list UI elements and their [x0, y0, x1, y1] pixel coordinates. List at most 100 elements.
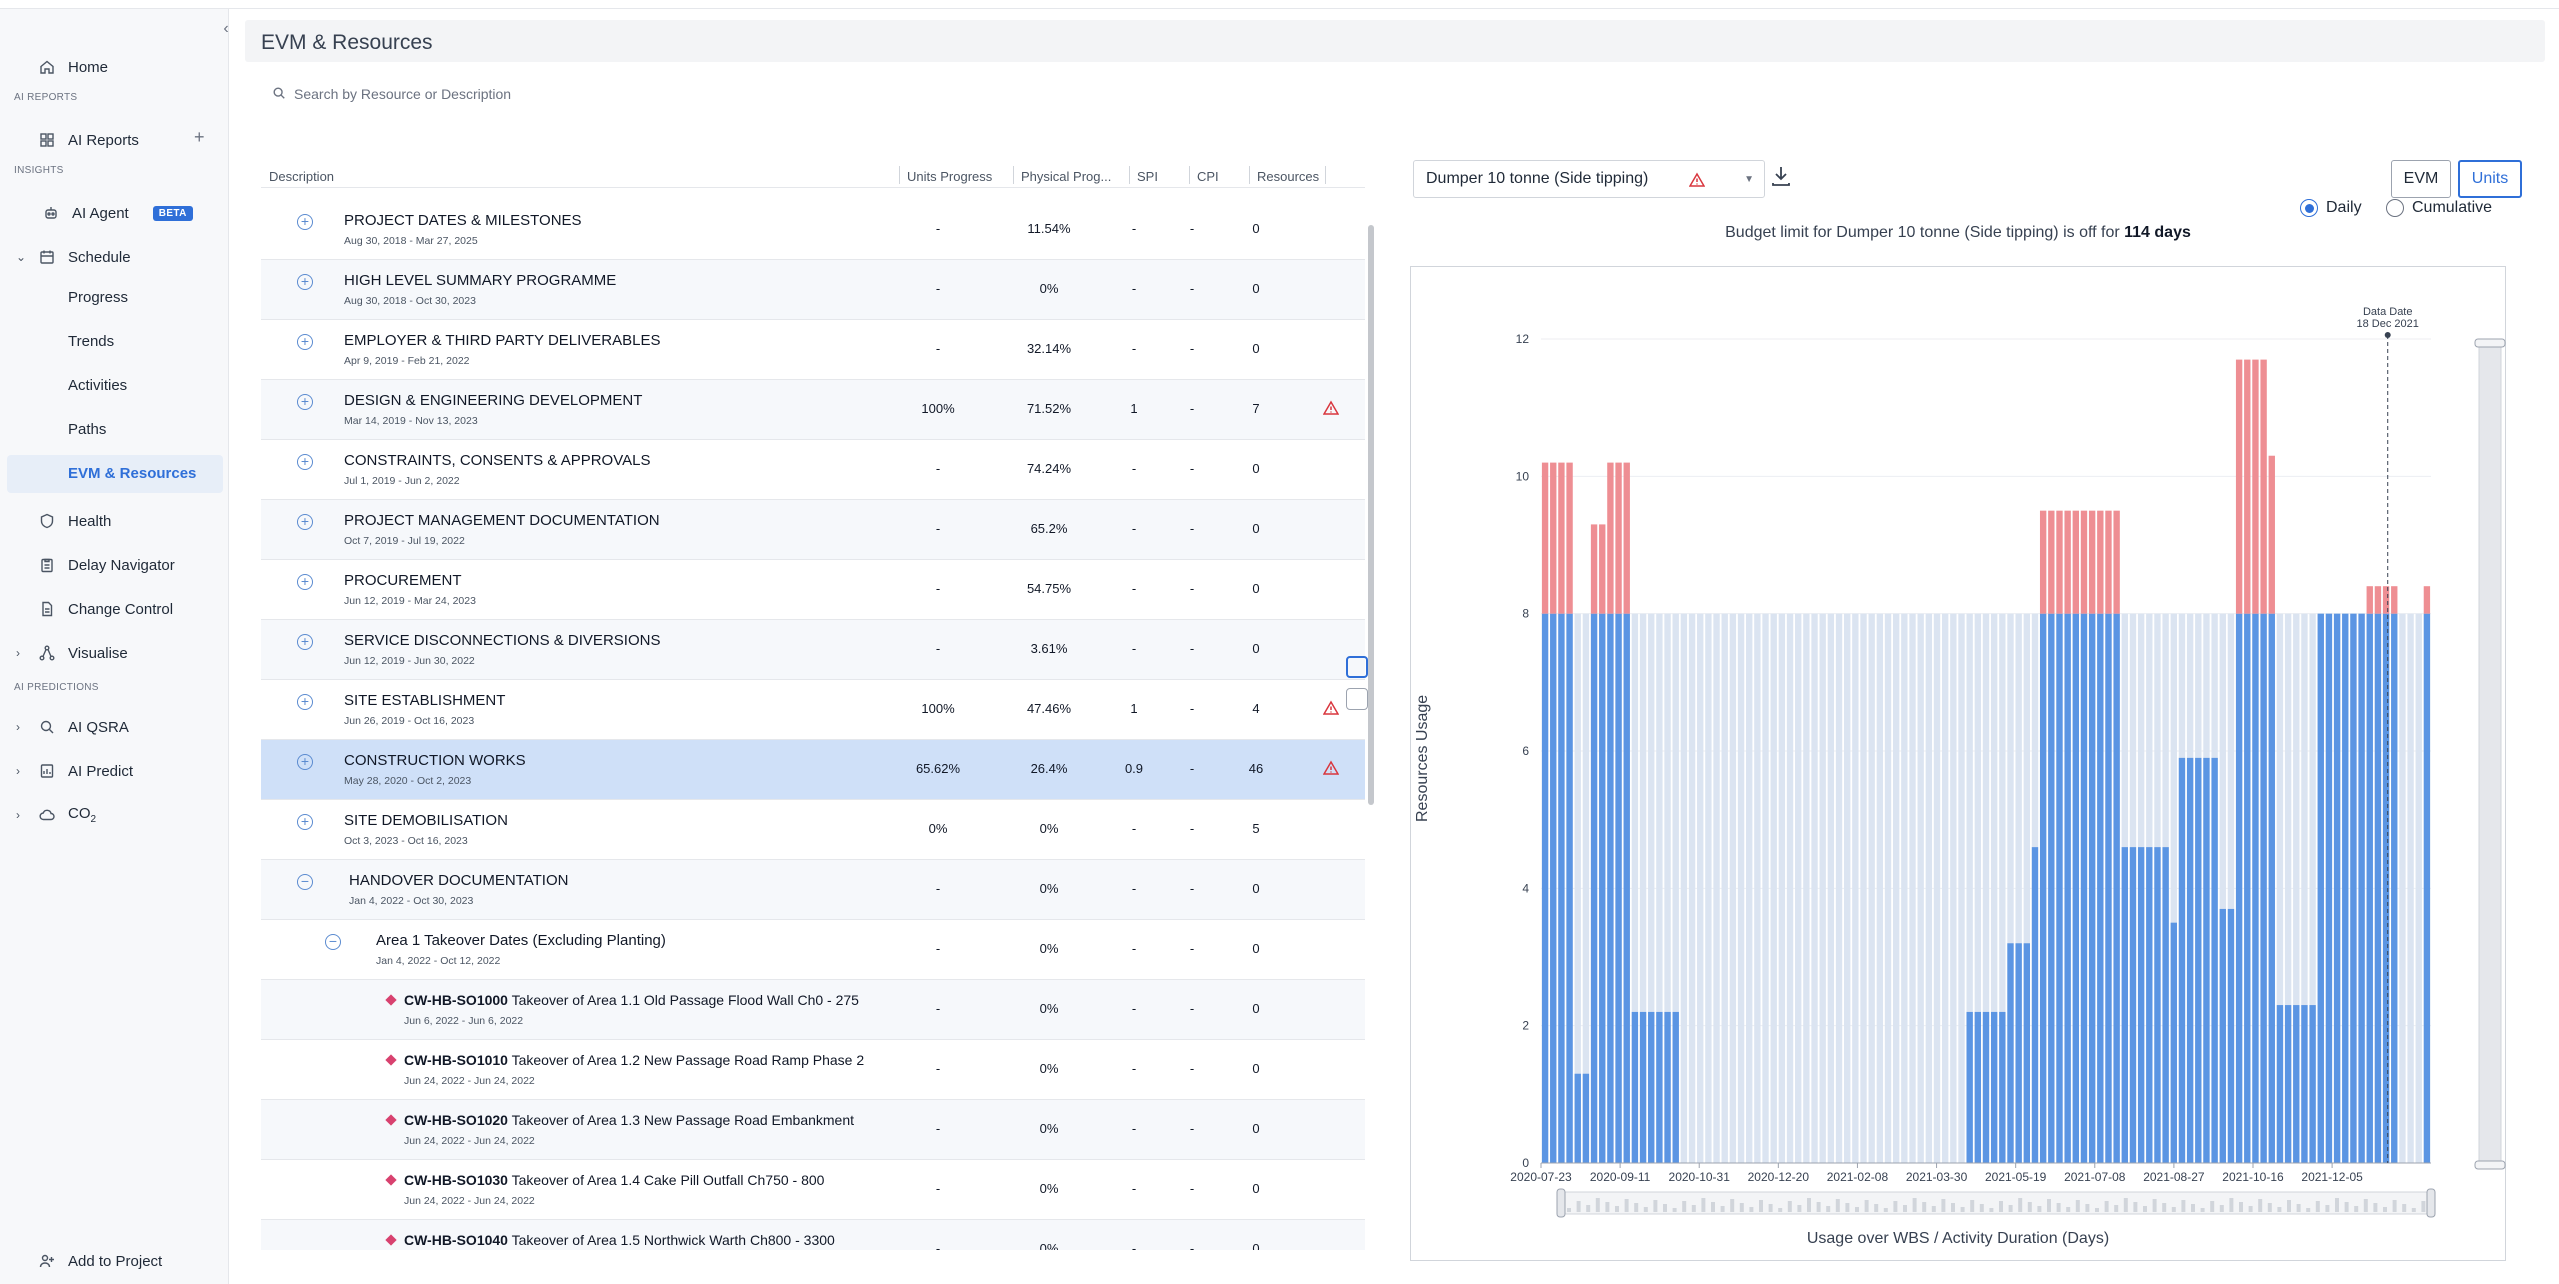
radio-cumulative[interactable]: Cumulative	[2386, 199, 2492, 217]
radio-dot	[2386, 199, 2404, 217]
row-dates: Jan 4, 2022 - Oct 12, 2022	[376, 955, 501, 967]
table-scrollbar[interactable]	[1368, 225, 1374, 805]
collapse-sidebar-icon[interactable]: ‹	[223, 20, 229, 37]
sidebar-item-progress[interactable]: Progress	[68, 289, 129, 306]
warning-icon[interactable]	[1322, 760, 1340, 776]
expand-icon[interactable]: +	[297, 334, 313, 350]
table-row[interactable]: CW-HB-SO1030 Takeover of Area 1.4 Cake P…	[261, 1160, 1365, 1220]
col-separator[interactable]	[1325, 166, 1326, 184]
table-row[interactable]: CW-HB-SO1000 Takeover of Area 1.1 Old Pa…	[261, 980, 1365, 1040]
table-row[interactable]: CW-HB-SO1040 Takeover of Area 1.5 Northw…	[261, 1220, 1365, 1250]
warning-icon[interactable]	[1322, 400, 1340, 416]
table-row[interactable]: + PROJECT DATES & MILESTONES Aug 30, 2018 …	[261, 200, 1365, 260]
expand-icon[interactable]: +	[297, 454, 313, 470]
col-spi[interactable]: SPI	[1137, 169, 1158, 184]
physical-progress-cell: 3.61%	[1030, 641, 1068, 656]
table-row[interactable]: + SITE DEMOBILISATION Oct 3, 2023 - Oct 16…	[261, 800, 1365, 860]
table-row[interactable]: + PROJECT MANAGEMENT DOCUMENTATION Oct 7, …	[261, 500, 1365, 560]
col-resources[interactable]: Resources	[1257, 169, 1320, 184]
col-units-progress[interactable]: Units Progress	[907, 169, 993, 184]
col-separator[interactable]	[899, 166, 900, 184]
expand-icon[interactable]: +	[297, 634, 313, 650]
cpi-cell: -	[1189, 941, 1195, 956]
range-slider-spark	[1797, 1205, 1802, 1212]
sidebar-item-paths[interactable]: Paths	[68, 421, 107, 438]
sidebar-item-ai-agent[interactable]: AI Agent BETA	[0, 195, 224, 231]
spi-cell: -	[1131, 1241, 1137, 1250]
sidebar-item-change-control[interactable]: Change Control	[0, 591, 224, 627]
table-row[interactable]: + SITE ESTABLISHMENT Jun 26, 2019 - Oct 16…	[261, 680, 1365, 740]
bar-budget-bg	[1819, 613, 1826, 1163]
cpi-cell: -	[1189, 701, 1195, 716]
col-description[interactable]: Description	[269, 169, 335, 184]
col-physical-progress[interactable]: Physical Prog...	[1021, 169, 1112, 184]
sidebar-item-home[interactable]: Home	[0, 49, 224, 85]
bar-budget-bg	[1933, 613, 1941, 1163]
cpi-cell: -	[1189, 1181, 1195, 1196]
radio-daily[interactable]: Daily	[2300, 199, 2362, 217]
sidebar-item-ai-predict[interactable]: › AI Predict	[0, 753, 224, 789]
table-row[interactable]: + CONSTRUCTION WORKS May 28, 2020 - Oct 2,…	[261, 740, 1365, 800]
expand-icon[interactable]: +	[297, 214, 313, 230]
collapse-icon[interactable]: −	[297, 874, 313, 890]
col-separator[interactable]	[1249, 166, 1250, 184]
download-icon[interactable]	[1770, 164, 1792, 188]
sidebar-item-trends[interactable]: Trends	[68, 333, 115, 350]
expand-icon[interactable]: +	[297, 574, 313, 590]
physical-progress-cell: 0%	[1039, 1061, 1059, 1076]
sidebar-item-visualise[interactable]: › Visualise	[0, 635, 224, 671]
col-separator[interactable]	[1189, 166, 1190, 184]
sidebar-item-schedule[interactable]: ⌄ Schedule	[0, 239, 224, 275]
range-slider-spark	[1624, 1199, 1629, 1212]
warning-icon[interactable]	[1322, 700, 1340, 716]
bar-budget-bg	[1697, 613, 1704, 1163]
sidebar-item-delay-navigator[interactable]: Delay Navigator	[0, 547, 224, 583]
bar-over-budget	[1558, 462, 1565, 614]
bar-budget-bg	[1844, 613, 1851, 1163]
sidebar-item-evm-resources[interactable]: EVM & Resources	[68, 465, 197, 482]
col-separator[interactable]	[1129, 166, 1130, 184]
panel-view-icon[interactable]	[1346, 688, 1368, 710]
bar-usage	[1990, 1011, 1998, 1163]
expand-icon[interactable]: +	[297, 274, 313, 290]
table-row[interactable]: + HIGH LEVEL SUMMARY PROGRAMME Aug 30, 201…	[261, 260, 1365, 320]
split-view-icon[interactable]	[1346, 656, 1368, 678]
spi-cell: -	[1131, 641, 1137, 656]
table-row[interactable]: + CONSTRAINTS, CONSENTS & APPROVALS Jul 1,…	[261, 440, 1365, 500]
expand-icon[interactable]: +	[297, 754, 313, 770]
table-row[interactable]: + PROCUREMENT Jun 12, 2019 - Mar 24, 2023 -…	[261, 560, 1365, 620]
bar-budget-bg	[1778, 613, 1786, 1163]
search-input[interactable]: Search by Resource or Description	[272, 82, 772, 106]
table-row[interactable]: CW-HB-SO1020 Takeover of Area 1.3 New Pa…	[261, 1100, 1365, 1160]
expand-icon[interactable]: +	[297, 394, 313, 410]
expand-icon[interactable]: +	[297, 514, 313, 530]
bar-usage	[2097, 613, 2104, 1163]
add-report-icon[interactable]: +	[194, 127, 205, 147]
table-row[interactable]: CW-HB-SO1010 Takeover of Area 1.2 New Pa…	[261, 1040, 1365, 1100]
sidebar-item-add-to-project[interactable]: Add to Project	[0, 1243, 224, 1279]
table-row[interactable]: + SERVICE DISCONNECTIONS & DIVERSIONS Jun …	[261, 620, 1365, 680]
table-row[interactable]: − HANDOVER DOCUMENTATION Jan 4, 2022 - Oct…	[261, 860, 1365, 920]
bar-usage	[1541, 613, 1549, 1163]
expand-icon[interactable]: +	[297, 694, 313, 710]
resource-select[interactable]: Dumper 10 tonne (Side tipping) ▼	[1413, 160, 1765, 198]
bar-usage	[1590, 613, 1598, 1163]
sidebar-item-co2[interactable]: › CO2	[0, 797, 224, 833]
table-row[interactable]: + DESIGN & ENGINEERING DEVELOPMENT Mar 14,…	[261, 380, 1365, 440]
evm-toggle-button[interactable]: EVM	[2391, 160, 2451, 198]
row-dates: Jun 12, 2019 - Jun 30, 2022	[344, 655, 475, 667]
table-row[interactable]: + EMPLOYER & THIRD PARTY DELIVERABLES Apr …	[261, 320, 1365, 380]
range-slider-spark	[2143, 1206, 2147, 1212]
bar-usage	[2374, 613, 2382, 1163]
col-separator[interactable]	[1013, 166, 1014, 184]
col-cpi[interactable]: CPI	[1197, 169, 1219, 184]
expand-icon[interactable]: +	[297, 814, 313, 830]
bar-budget-bg	[1966, 613, 1973, 1163]
collapse-icon[interactable]: −	[325, 934, 341, 950]
table-row[interactable]: − Area 1 Takeover Dates (Excluding Planti…	[261, 920, 1365, 980]
sidebar-item-ai-qsra[interactable]: › AI QSRA	[0, 709, 224, 745]
units-toggle-button[interactable]: Units	[2458, 160, 2522, 198]
sidebar-item-health[interactable]: Health	[0, 503, 224, 539]
sidebar-item-activities[interactable]: Activities	[68, 377, 128, 394]
sidebar-item-ai-reports[interactable]: AI Reports	[0, 122, 224, 158]
